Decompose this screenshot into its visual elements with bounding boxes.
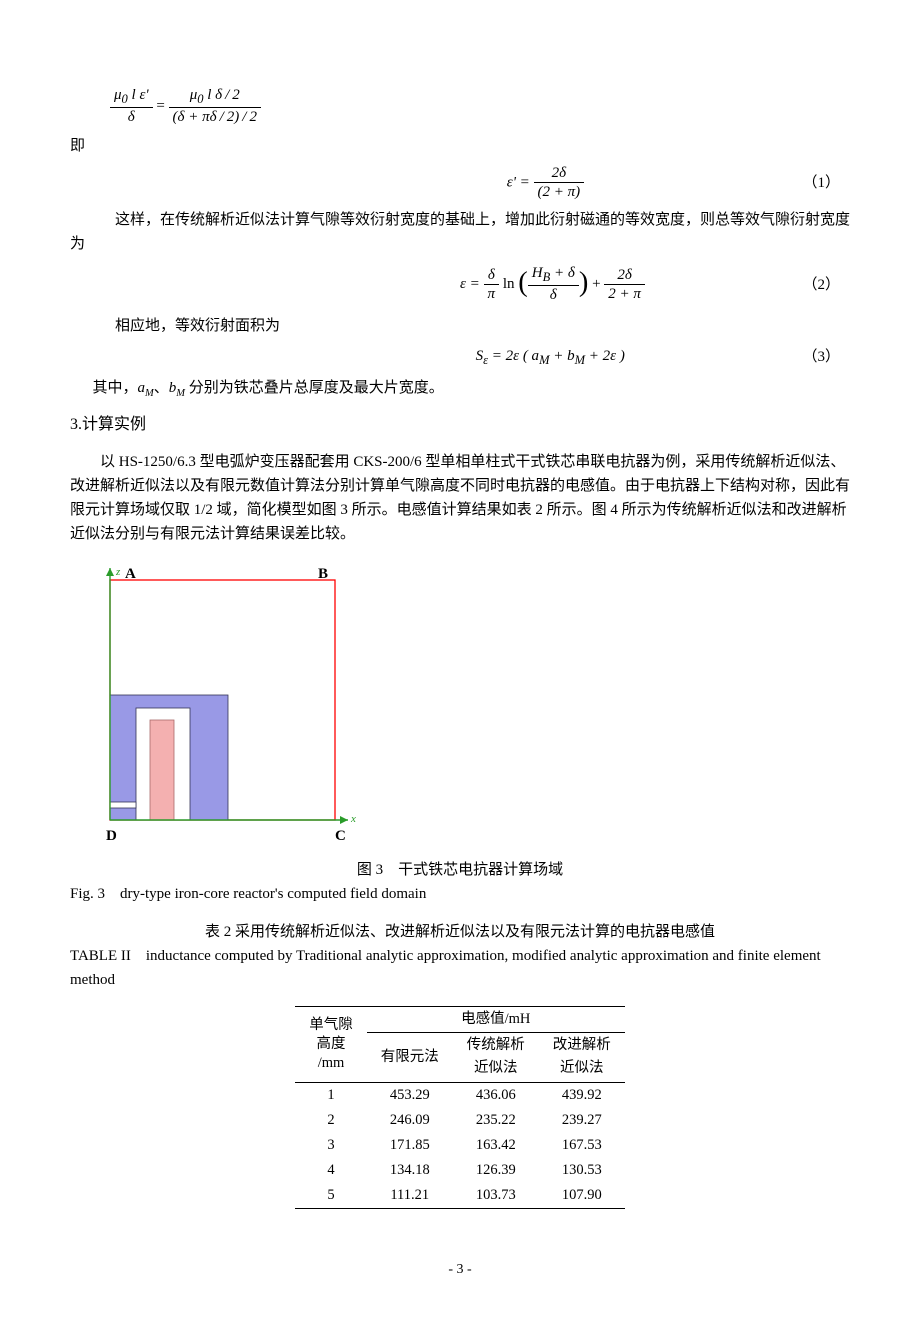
table-cell: 439.92 [539,1082,625,1108]
axis-z-label: z [115,566,121,578]
table-cell: 2 [295,1108,367,1133]
section-3-heading: 3.计算实例 [70,412,850,438]
table-cell: 3 [295,1133,367,1158]
eq2-f1n: δ [484,266,500,285]
table-cell: 171.85 [367,1133,453,1158]
table-row: 3171.85163.42167.53 [295,1133,625,1158]
figure-3-caption-cn: 图 3 干式铁芯电抗器计算场域 [70,858,850,882]
eq2-lhs: ε = [460,276,480,292]
table-cell: 5 [295,1183,367,1209]
table-cell: 1 [295,1082,367,1108]
eq0-rnum: μ0 l δ / 2 [169,86,261,108]
table-col2: 传统解析近似法 [453,1033,539,1082]
table-cell: 130.53 [539,1158,625,1183]
table-cell: 103.73 [453,1183,539,1209]
eq0-rden: (δ + πδ / 2) / 2 [169,108,261,128]
eq2-plus: + [592,276,600,292]
equation-3: Sε = 2ε ( aM + bM + 2ε ) （3） [70,344,850,370]
corner-c: C [335,828,346,844]
table-cell: 246.09 [367,1108,453,1133]
table-cell: 436.06 [453,1082,539,1108]
table-row: 5111.21103.73107.90 [295,1183,625,1209]
table-2-caption-en: TABLE II inductance computed by Traditio… [70,944,850,992]
corner-d: D [106,828,117,844]
eq2-f2d: 2 + π [604,285,645,305]
eq2-ln: ln [503,276,515,292]
eq2-f2n: 2δ [604,266,645,285]
text-ji: 即 [70,134,850,158]
table-cell: 239.27 [539,1108,625,1133]
equation-2: ε = δπ ln (HB + δδ) + 2δ2 + π （2） [70,262,850,308]
para-1: 这样，在传统解析近似法计算气隙等效衍射宽度的基础上，增加此衍射磁通的等效宽度，则… [70,208,850,256]
table-cell: 4 [295,1158,367,1183]
figure-3-diagram: z x A B C D [70,560,850,850]
eq1-number: （1） [802,171,850,195]
table-rowhead: 单气隙 高度 /mm [295,1006,367,1082]
para-3: 其中，aM、bM 分别为铁芯叠片总厚度及最大片宽度。 [70,376,850,403]
eq1-den: (2 + π) [534,183,585,203]
page-number: - 3 - [70,1259,850,1281]
eq2-f1d: π [484,285,500,305]
eq1-num: 2δ [534,164,585,183]
eq0-lden: δ [110,108,153,128]
figure-3-caption-en: Fig. 3 dry-type iron-core reactor's comp… [70,882,850,906]
table-cell: 167.53 [539,1133,625,1158]
table-cell: 126.39 [453,1158,539,1183]
table-cell: 107.90 [539,1183,625,1209]
corner-a: A [125,566,136,582]
eq3-body: Sε = 2ε ( aM + bM + 2ε ) [476,344,625,370]
para-4: 以 HS-1250/6.3 型电弧炉变压器配套用 CKS-200/6 型单相单柱… [70,450,850,546]
axis-x-label: x [350,813,356,825]
corner-b: B [318,566,328,582]
table-row: 1453.29436.06439.92 [295,1082,625,1108]
eq3-number: （3） [802,345,850,369]
table-cell: 111.21 [367,1183,453,1209]
equation-mu0: μ0 l ε'δ = μ0 l δ / 2(δ + πδ / 2) / 2 [70,86,850,128]
table-cell: 453.29 [367,1082,453,1108]
eq1-lhs: ε' = [507,174,530,190]
para-2: 相应地，等效衍射面积为 [70,314,850,338]
equation-1: ε' = 2δ(2 + π) （1） [70,164,850,203]
table-row: 4134.18126.39130.53 [295,1158,625,1183]
table-cell: 134.18 [367,1158,453,1183]
table-2-caption-cn: 表 2 采用传统解析近似法、改进解析近似法以及有限元法计算的电抗器电感值 [70,920,850,944]
eq0-lnum: μ0 l ε' [110,86,153,108]
table-col1: 有限元法 [367,1033,453,1082]
table-cell: 235.22 [453,1108,539,1133]
eq2-in: HB + δ [528,264,579,286]
table-row: 2246.09235.22239.27 [295,1108,625,1133]
table-2: 单气隙 高度 /mm 电感值/mH 有限元法 传统解析近似法 改进解析近似法 1… [295,1006,625,1210]
table-col3: 改进解析近似法 [539,1033,625,1082]
table-cell: 163.42 [453,1133,539,1158]
table-group-head: 电感值/mH [367,1006,625,1032]
eq2-id: δ [528,286,579,306]
eq2-number: （2） [802,273,850,297]
